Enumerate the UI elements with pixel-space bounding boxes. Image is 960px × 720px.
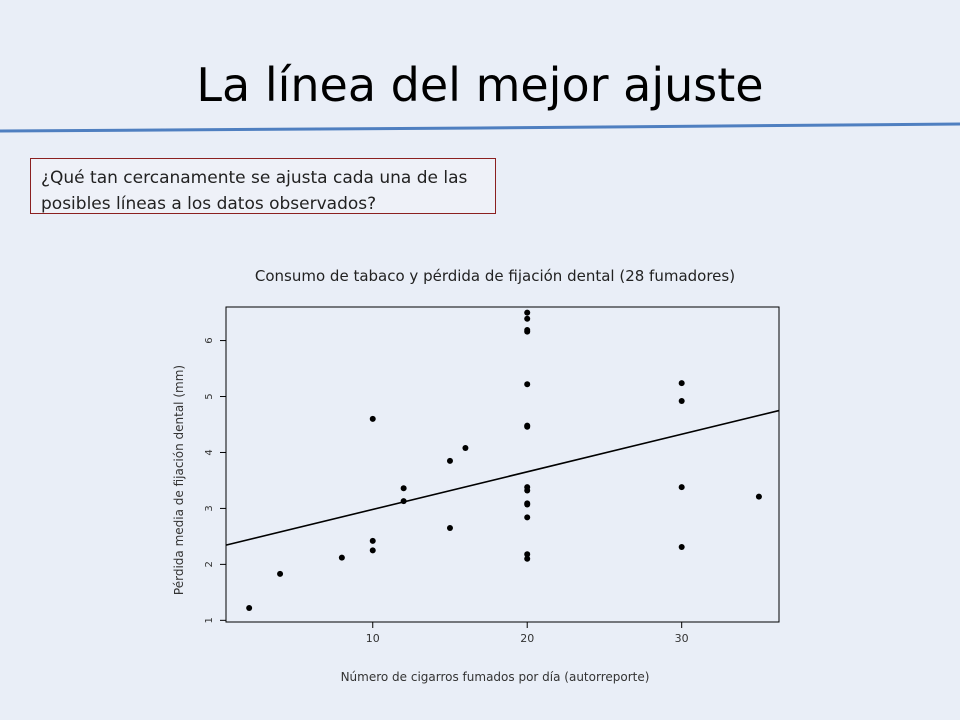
data-point [524,315,531,322]
y-tick-label: 2 [204,561,215,567]
x-axis-label: Número de cigarros fumados por día (auto… [341,670,650,684]
y-axis-label: Pérdida media de fijación dental (mm) [172,365,186,595]
data-point [462,444,469,451]
data-point [369,415,376,422]
data-point [277,570,284,577]
data-point [678,397,685,404]
fit-line-layer [225,409,780,546]
x-axis: 10 20 30 [366,621,689,645]
data-point [369,537,376,544]
question-box: ¿Qué tan cercanamente se ajusta cada una… [30,158,496,214]
plot-frame [225,306,780,623]
y-tick-label: 4 [204,449,215,455]
data-point [338,554,345,561]
slide-title: La línea del mejor ajuste [196,58,764,112]
x-tick-label: 30 [675,632,689,645]
x-tick-label: 20 [520,632,534,645]
y-tick-label: 5 [204,393,215,399]
data-point [246,605,253,612]
data-point [369,547,376,554]
data-point [524,309,531,316]
data-point [755,493,762,500]
y-axis: 1 2 3 4 5 6 [204,337,227,624]
y-tick-label: 6 [204,337,215,343]
data-point [678,380,685,387]
data-point [400,498,407,505]
fit-line [225,409,780,546]
data-point [524,381,531,388]
data-point [678,484,685,491]
data-point [446,525,453,532]
points-layer [246,309,762,612]
data-point [524,422,531,429]
data-point [524,500,531,507]
y-tick-label: 1 [204,617,215,623]
title-divider [0,122,960,133]
data-point [524,555,531,562]
data-point [524,551,531,558]
data-point [400,485,407,492]
chart-title: Consumo de tabaco y pérdida de fijación … [254,267,736,285]
data-point [524,514,531,521]
data-point [446,457,453,464]
data-point [524,484,531,491]
data-point [524,326,531,333]
data-point [678,544,685,551]
y-tick-label: 3 [204,505,215,511]
x-tick-label: 10 [366,632,380,645]
